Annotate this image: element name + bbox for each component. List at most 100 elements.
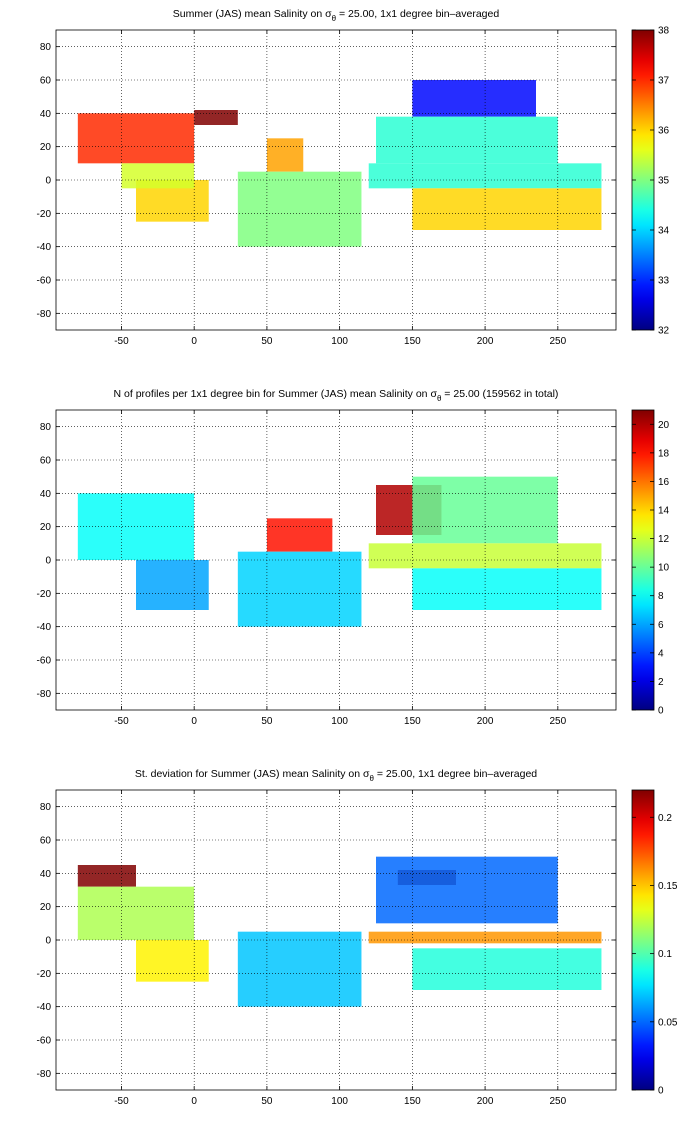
y-tick-label: -40 bbox=[37, 242, 52, 253]
colorbar-tick-label: 16 bbox=[658, 477, 670, 488]
colorbar-tick-label: 0 bbox=[658, 1086, 664, 1097]
colorbar-tick-label: 20 bbox=[658, 420, 670, 431]
y-tick-label: 60 bbox=[40, 76, 52, 87]
y-tick-label: -80 bbox=[37, 1069, 52, 1080]
x-tick-label: -50 bbox=[114, 1096, 129, 1107]
y-tick-label: 0 bbox=[45, 936, 51, 947]
y-tick-label: 40 bbox=[40, 109, 52, 120]
x-tick-label: 150 bbox=[404, 1096, 421, 1107]
colorbar-tick-label: 0.05 bbox=[658, 1017, 678, 1028]
colorbar-tick-label: 37 bbox=[658, 76, 670, 87]
data-field bbox=[77, 80, 602, 247]
x-tick-label: -50 bbox=[114, 336, 129, 347]
y-tick-label: 40 bbox=[40, 869, 52, 880]
data-region bbox=[376, 856, 558, 924]
data-region bbox=[237, 551, 362, 627]
colorbar bbox=[631, 409, 655, 711]
data-region bbox=[412, 80, 536, 117]
colorbar-tick-label: 0.1 bbox=[658, 949, 672, 960]
y-tick-label: 80 bbox=[40, 422, 52, 433]
x-tick-label: 150 bbox=[404, 716, 421, 727]
y-tick-label: 20 bbox=[40, 142, 52, 153]
data-region bbox=[412, 568, 602, 610]
x-tick-label: 100 bbox=[331, 336, 348, 347]
x-tick-label: 250 bbox=[549, 336, 566, 347]
chart-panel: N of profiles per 1x1 degree bin for Sum… bbox=[37, 388, 670, 727]
data-region bbox=[194, 110, 238, 125]
data-region bbox=[77, 865, 136, 887]
colorbar-tick-label: 36 bbox=[658, 126, 670, 137]
grid bbox=[56, 410, 616, 710]
colorbar-tick-label: 12 bbox=[658, 534, 670, 545]
data-field bbox=[77, 856, 602, 1007]
chart-panel: St. deviation for Summer (JAS) mean Sali… bbox=[37, 768, 678, 1107]
data-region bbox=[266, 518, 333, 552]
y-tick-label: 20 bbox=[40, 522, 52, 533]
data-region bbox=[121, 163, 195, 189]
y-tick-label: 80 bbox=[40, 802, 52, 813]
colorbar-tick-label: 18 bbox=[658, 448, 670, 459]
chart-title: Summer (JAS) mean Salinity on σθ = 25.00… bbox=[173, 8, 500, 23]
y-tick-label: 60 bbox=[40, 836, 52, 847]
data-region bbox=[237, 171, 362, 247]
data-region bbox=[136, 560, 209, 610]
colorbar-tick-label: 14 bbox=[658, 506, 670, 517]
x-tick-label: 250 bbox=[549, 716, 566, 727]
data-region bbox=[412, 948, 602, 990]
data-region bbox=[77, 113, 195, 164]
y-tick-label: 60 bbox=[40, 456, 52, 467]
y-tick-label: -60 bbox=[37, 1036, 52, 1047]
x-tick-label: 150 bbox=[404, 336, 421, 347]
data-region bbox=[266, 138, 304, 172]
y-tick-label: 0 bbox=[45, 556, 51, 567]
y-tick-label: -20 bbox=[37, 209, 52, 220]
x-tick-label: 200 bbox=[477, 336, 494, 347]
colorbar-tick-label: 10 bbox=[658, 563, 670, 574]
colorbar-tick-label: 2 bbox=[658, 677, 664, 688]
chart-title: St. deviation for Summer (JAS) mean Sali… bbox=[135, 768, 537, 783]
y-tick-label: -80 bbox=[37, 689, 52, 700]
colorbar-tick-label: 33 bbox=[658, 276, 670, 287]
y-tick-label: -20 bbox=[37, 589, 52, 600]
colorbar-tick-label: 0.2 bbox=[658, 813, 672, 824]
colorbar-tick-label: 38 bbox=[658, 26, 670, 37]
colorbar-tick-label: 8 bbox=[658, 591, 664, 602]
x-tick-label: 200 bbox=[477, 716, 494, 727]
y-tick-label: 20 bbox=[40, 902, 52, 913]
data-region bbox=[77, 886, 195, 940]
y-tick-label: -60 bbox=[37, 656, 52, 667]
colorbar-tick-label: 0 bbox=[658, 706, 664, 717]
colorbar bbox=[631, 789, 655, 1091]
y-tick-label: 0 bbox=[45, 176, 51, 187]
y-tick-label: 40 bbox=[40, 489, 52, 500]
colorbar-tick-label: 4 bbox=[658, 648, 664, 659]
x-tick-label: 0 bbox=[191, 716, 197, 727]
grid bbox=[56, 790, 616, 1090]
x-tick-label: -50 bbox=[114, 716, 129, 727]
data-region bbox=[237, 931, 362, 1007]
x-tick-label: 250 bbox=[549, 1096, 566, 1107]
y-tick-label: -20 bbox=[37, 969, 52, 980]
colorbar-tick-label: 6 bbox=[658, 620, 664, 631]
x-tick-label: 0 bbox=[191, 336, 197, 347]
colorbar-tick-label: 32 bbox=[658, 326, 670, 337]
data-region bbox=[368, 163, 602, 189]
x-tick-label: 50 bbox=[261, 716, 273, 727]
x-tick-label: 50 bbox=[261, 1096, 273, 1107]
y-tick-label: 80 bbox=[40, 42, 52, 53]
x-tick-label: 100 bbox=[331, 1096, 348, 1107]
x-tick-label: 50 bbox=[261, 336, 273, 347]
data-region bbox=[412, 188, 602, 230]
chart-panel: Summer (JAS) mean Salinity on σθ = 25.00… bbox=[37, 8, 670, 347]
x-tick-label: 200 bbox=[477, 1096, 494, 1107]
y-tick-label: -80 bbox=[37, 309, 52, 320]
data-region bbox=[376, 116, 558, 164]
y-tick-label: -60 bbox=[37, 276, 52, 287]
x-tick-label: 0 bbox=[191, 1096, 197, 1107]
data-region bbox=[368, 543, 602, 569]
y-tick-label: -40 bbox=[37, 622, 52, 633]
chart-title: N of profiles per 1x1 degree bin for Sum… bbox=[114, 388, 559, 403]
data-region bbox=[136, 940, 209, 982]
